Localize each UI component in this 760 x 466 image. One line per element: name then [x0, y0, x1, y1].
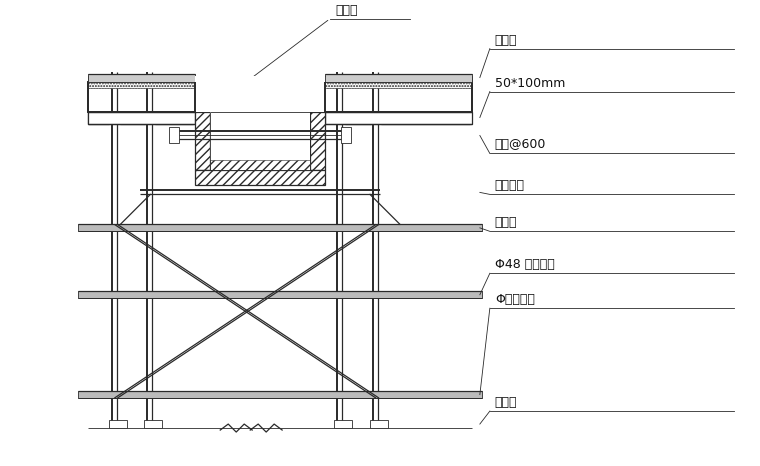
Bar — [120, 111, 145, 123]
Text: 木垫块: 木垫块 — [495, 396, 518, 409]
Bar — [88, 111, 109, 123]
Bar — [155, 111, 193, 123]
Bar — [211, 160, 310, 171]
Bar — [109, 420, 128, 428]
Text: 木档@600: 木档@600 — [495, 138, 546, 151]
Text: 胶合板: 胶合板 — [495, 34, 518, 47]
Bar — [370, 420, 388, 428]
Bar — [88, 82, 472, 88]
Text: Φ钢管立杆: Φ钢管立杆 — [495, 293, 535, 306]
Bar — [325, 111, 472, 123]
Bar — [341, 128, 351, 144]
Bar — [88, 74, 195, 82]
Bar — [78, 391, 482, 398]
Bar — [78, 224, 482, 231]
Bar — [195, 111, 211, 171]
Bar — [211, 111, 310, 171]
Bar — [144, 420, 163, 428]
Bar — [195, 171, 325, 185]
Text: 现浇板: 现浇板 — [335, 4, 357, 17]
Bar — [169, 128, 179, 144]
Text: 50*100mm: 50*100mm — [495, 76, 565, 89]
Bar — [88, 82, 472, 111]
Bar — [310, 111, 325, 171]
Text: Φ48 钢管拉杆: Φ48 钢管拉杆 — [495, 258, 555, 271]
Bar — [334, 420, 352, 428]
Bar — [195, 75, 325, 111]
Text: 水平杆: 水平杆 — [495, 216, 518, 229]
Bar — [88, 75, 472, 82]
Bar — [325, 74, 472, 82]
Bar — [345, 111, 371, 123]
Bar — [381, 111, 470, 123]
Text: 水平限位: 水平限位 — [495, 179, 525, 192]
Bar — [78, 291, 482, 298]
Bar — [88, 111, 195, 123]
